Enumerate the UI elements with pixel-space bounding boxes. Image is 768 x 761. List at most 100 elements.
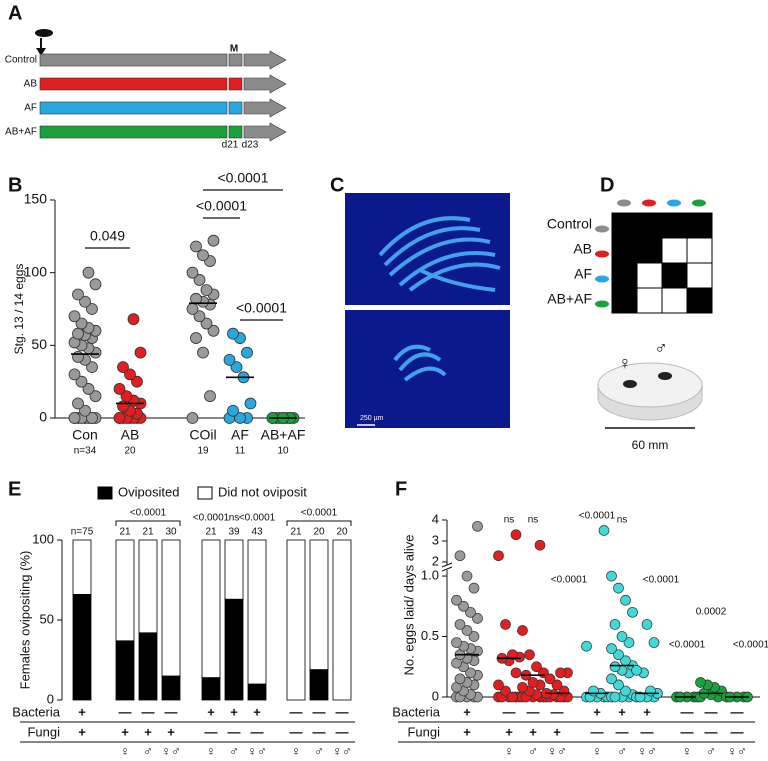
x-tick-label: AB+AF: [261, 427, 306, 443]
bar: [201, 677, 221, 701]
point: [517, 625, 528, 636]
point: [524, 649, 535, 661]
point: [117, 361, 129, 374]
n-label: 10: [277, 446, 289, 457]
point: [551, 679, 563, 691]
fly-icon: [667, 199, 681, 207]
condition-mark: —: [142, 704, 155, 719]
bar: [138, 632, 158, 701]
n-label: 21: [290, 527, 302, 538]
point: [500, 685, 511, 697]
bar: [286, 539, 306, 701]
point: [72, 397, 84, 410]
point: [544, 673, 556, 685]
condition-mark: —: [681, 704, 694, 719]
p-value: <0.0001: [193, 513, 230, 524]
point: [695, 677, 706, 688]
sex-label: ♀♂: [332, 743, 352, 758]
matrix-cell: [686, 237, 713, 264]
sex-label: ♀♂: [637, 743, 657, 758]
bracket: [286, 520, 352, 526]
point: [468, 631, 480, 642]
timeline: [39, 53, 228, 67]
condition-mark: —: [591, 724, 604, 739]
point: [134, 346, 147, 359]
point: [451, 637, 462, 648]
point: [68, 368, 81, 381]
y-tick-label: 0: [432, 688, 439, 703]
point: [68, 412, 81, 424]
point: [79, 295, 91, 308]
panel-label: B: [8, 174, 22, 196]
point: [613, 649, 624, 661]
y-axis-label: No. eggs laid/ days alive: [401, 535, 416, 676]
day-label: d23: [242, 140, 259, 151]
n-label: n=75: [71, 527, 94, 538]
timeline: [228, 101, 243, 115]
sex-label: ♂: [314, 743, 324, 758]
condition-mark: —: [336, 704, 349, 719]
condition-mark: +: [463, 704, 471, 719]
bar: [247, 683, 267, 701]
point: [75, 317, 88, 330]
matrix-cell: [611, 237, 638, 264]
panel-label: D: [600, 174, 614, 196]
panel-label: A: [8, 2, 22, 24]
condition-mark: +: [593, 704, 601, 719]
condition-mark: —: [681, 724, 694, 739]
point: [493, 550, 504, 562]
bar: [115, 539, 135, 642]
condition-mark: —: [336, 724, 349, 739]
point: [454, 673, 466, 685]
point: [588, 685, 599, 697]
point: [609, 619, 621, 630]
point: [472, 520, 483, 532]
condition-mark: —: [616, 724, 629, 739]
matrix-cell: [661, 237, 688, 264]
y-tick-label: 0: [47, 691, 54, 706]
y-tick-label: 100: [24, 263, 48, 279]
matrix-cell: [636, 212, 663, 239]
matrix-cell: [636, 237, 663, 264]
sex-label: ♂: [528, 743, 538, 758]
timeline: [228, 53, 243, 67]
point: [620, 685, 631, 697]
y-tick-label: 100: [32, 531, 54, 546]
matrix-cell: [686, 212, 713, 239]
matrix-cell: [686, 287, 713, 314]
point: [527, 677, 539, 688]
point: [186, 266, 199, 279]
point: [510, 667, 522, 679]
fly-icon: [35, 29, 53, 56]
point: [223, 353, 236, 366]
condition-mark: +: [167, 724, 175, 739]
point: [120, 390, 133, 403]
sex-label: ♀♂: [161, 743, 181, 758]
condition-mark: —: [731, 704, 744, 719]
sex-label: ♀♂: [547, 743, 567, 758]
row-label: Bacteria: [12, 704, 60, 719]
condition-mark: —: [290, 724, 303, 739]
point: [461, 570, 473, 582]
point: [613, 679, 624, 691]
y-tick-label: 150: [24, 191, 48, 207]
p-value: ns: [504, 515, 515, 526]
y-tick-label: 3: [432, 532, 439, 547]
point: [631, 665, 642, 676]
p-value: ns: [617, 515, 628, 526]
bar: [161, 675, 181, 701]
axis-break: [441, 566, 453, 572]
point: [200, 317, 213, 330]
point: [127, 313, 140, 326]
point: [620, 594, 631, 606]
timeline-arrow: [243, 122, 287, 142]
sex-label: ♀: [504, 743, 514, 758]
y-tick-label: 4: [432, 511, 439, 526]
fly-icon: [595, 275, 609, 283]
fly-icon: [642, 199, 656, 207]
row-label: Control: [547, 216, 592, 232]
row-label: AB: [573, 241, 592, 257]
condition-mark: +: [207, 704, 215, 719]
condition-mark: —: [503, 704, 516, 719]
point: [606, 570, 617, 582]
